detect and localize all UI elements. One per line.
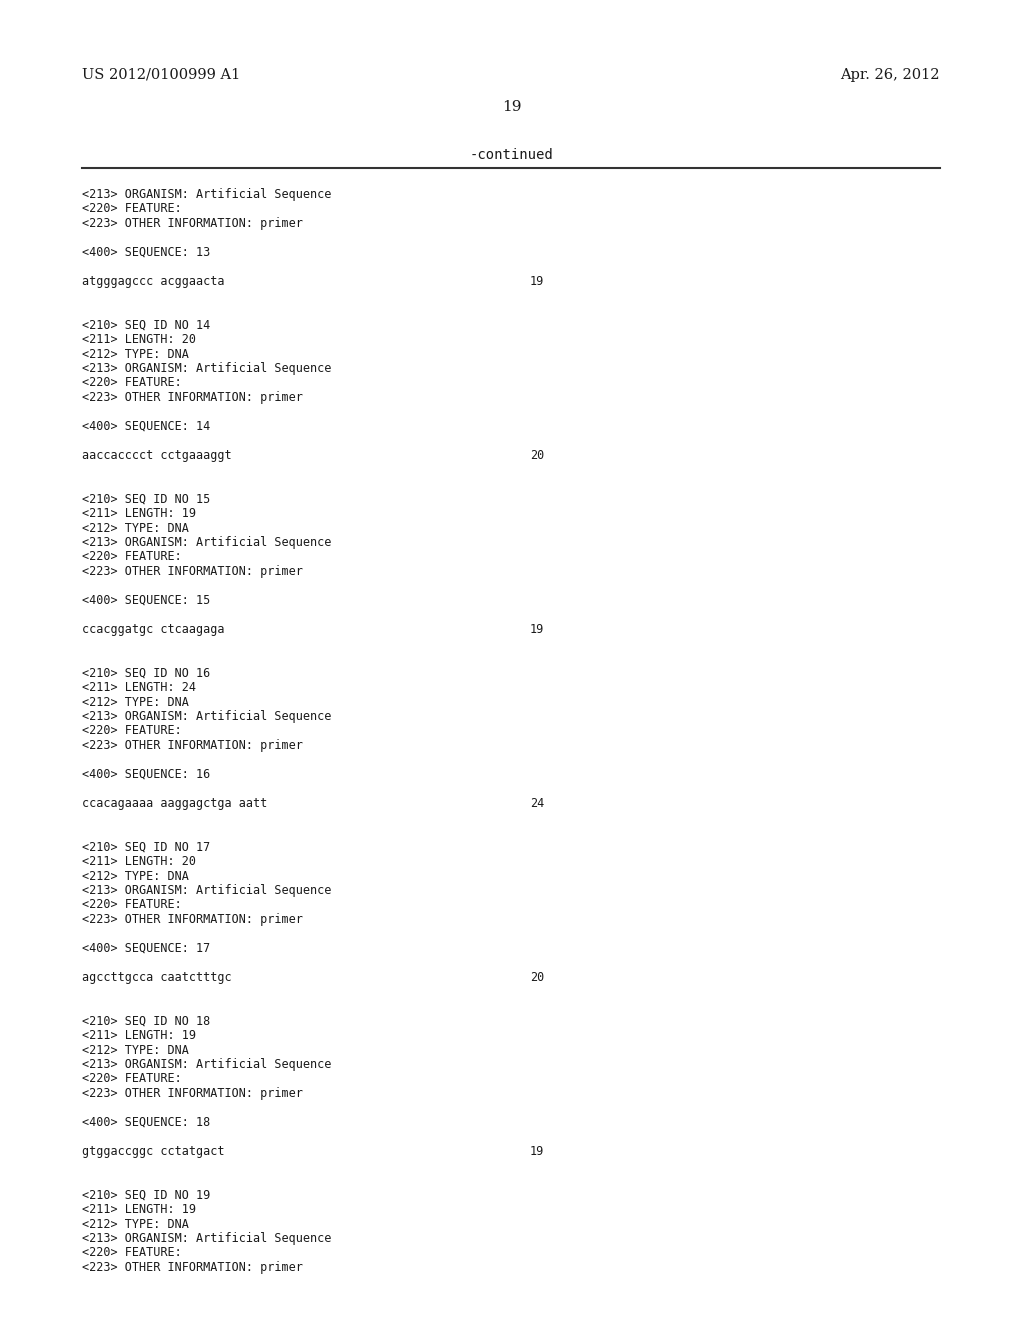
Text: <212> TYPE: DNA: <212> TYPE: DNA [82, 521, 188, 535]
Text: <210> SEQ ID NO 15: <210> SEQ ID NO 15 [82, 492, 210, 506]
Text: <211> LENGTH: 24: <211> LENGTH: 24 [82, 681, 196, 694]
Text: <223> OTHER INFORMATION: primer: <223> OTHER INFORMATION: primer [82, 216, 303, 230]
Text: atgggagccc acggaacta: atgggagccc acggaacta [82, 275, 224, 288]
Text: <211> LENGTH: 19: <211> LENGTH: 19 [82, 1030, 196, 1041]
Text: <211> LENGTH: 20: <211> LENGTH: 20 [82, 333, 196, 346]
Text: US 2012/0100999 A1: US 2012/0100999 A1 [82, 69, 241, 82]
Text: <213> ORGANISM: Artificial Sequence: <213> ORGANISM: Artificial Sequence [82, 1059, 332, 1071]
Text: <400> SEQUENCE: 14: <400> SEQUENCE: 14 [82, 420, 210, 433]
Text: aaccacccct cctgaaaggt: aaccacccct cctgaaaggt [82, 449, 231, 462]
Text: 19: 19 [530, 623, 544, 636]
Text: <220> FEATURE:: <220> FEATURE: [82, 725, 181, 738]
Text: <212> TYPE: DNA: <212> TYPE: DNA [82, 1217, 188, 1230]
Text: <210> SEQ ID NO 16: <210> SEQ ID NO 16 [82, 667, 210, 680]
Text: <223> OTHER INFORMATION: primer: <223> OTHER INFORMATION: primer [82, 739, 303, 752]
Text: <223> OTHER INFORMATION: primer: <223> OTHER INFORMATION: primer [82, 1261, 303, 1274]
Text: <212> TYPE: DNA: <212> TYPE: DNA [82, 870, 188, 883]
Text: <213> ORGANISM: Artificial Sequence: <213> ORGANISM: Artificial Sequence [82, 536, 332, 549]
Text: <223> OTHER INFORMATION: primer: <223> OTHER INFORMATION: primer [82, 913, 303, 927]
Text: Apr. 26, 2012: Apr. 26, 2012 [841, 69, 940, 82]
Text: <211> LENGTH: 19: <211> LENGTH: 19 [82, 507, 196, 520]
Text: 19: 19 [502, 100, 522, 114]
Text: <212> TYPE: DNA: <212> TYPE: DNA [82, 696, 188, 709]
Text: <223> OTHER INFORMATION: primer: <223> OTHER INFORMATION: primer [82, 1086, 303, 1100]
Text: gtggaccggc cctatgact: gtggaccggc cctatgact [82, 1144, 224, 1158]
Text: <223> OTHER INFORMATION: primer: <223> OTHER INFORMATION: primer [82, 391, 303, 404]
Text: <220> FEATURE:: <220> FEATURE: [82, 376, 181, 389]
Text: <213> ORGANISM: Artificial Sequence: <213> ORGANISM: Artificial Sequence [82, 187, 332, 201]
Text: <400> SEQUENCE: 16: <400> SEQUENCE: 16 [82, 768, 210, 781]
Text: <220> FEATURE:: <220> FEATURE: [82, 1246, 181, 1259]
Text: agccttgcca caatctttgc: agccttgcca caatctttgc [82, 972, 231, 983]
Text: <213> ORGANISM: Artificial Sequence: <213> ORGANISM: Artificial Sequence [82, 884, 332, 898]
Text: <400> SEQUENCE: 13: <400> SEQUENCE: 13 [82, 246, 210, 259]
Text: <220> FEATURE:: <220> FEATURE: [82, 899, 181, 912]
Text: <220> FEATURE:: <220> FEATURE: [82, 202, 181, 215]
Text: <213> ORGANISM: Artificial Sequence: <213> ORGANISM: Artificial Sequence [82, 710, 332, 723]
Text: 20: 20 [530, 449, 544, 462]
Text: 19: 19 [530, 275, 544, 288]
Text: <212> TYPE: DNA: <212> TYPE: DNA [82, 347, 188, 360]
Text: <211> LENGTH: 19: <211> LENGTH: 19 [82, 1203, 196, 1216]
Text: 24: 24 [530, 797, 544, 810]
Text: 20: 20 [530, 972, 544, 983]
Text: <220> FEATURE:: <220> FEATURE: [82, 1072, 181, 1085]
Text: <400> SEQUENCE: 18: <400> SEQUENCE: 18 [82, 1115, 210, 1129]
Text: <212> TYPE: DNA: <212> TYPE: DNA [82, 1044, 188, 1056]
Text: <400> SEQUENCE: 15: <400> SEQUENCE: 15 [82, 594, 210, 607]
Text: <210> SEQ ID NO 17: <210> SEQ ID NO 17 [82, 841, 210, 854]
Text: -continued: -continued [470, 148, 554, 162]
Text: <210> SEQ ID NO 18: <210> SEQ ID NO 18 [82, 1015, 210, 1027]
Text: 19: 19 [530, 1144, 544, 1158]
Text: <211> LENGTH: 20: <211> LENGTH: 20 [82, 855, 196, 869]
Text: <223> OTHER INFORMATION: primer: <223> OTHER INFORMATION: primer [82, 565, 303, 578]
Text: <213> ORGANISM: Artificial Sequence: <213> ORGANISM: Artificial Sequence [82, 362, 332, 375]
Text: ccacggatgc ctcaagaga: ccacggatgc ctcaagaga [82, 623, 224, 636]
Text: <220> FEATURE:: <220> FEATURE: [82, 550, 181, 564]
Text: <210> SEQ ID NO 14: <210> SEQ ID NO 14 [82, 318, 210, 331]
Text: <213> ORGANISM: Artificial Sequence: <213> ORGANISM: Artificial Sequence [82, 1232, 332, 1245]
Text: ccacagaaaa aaggagctga aatt: ccacagaaaa aaggagctga aatt [82, 797, 267, 810]
Text: <210> SEQ ID NO 19: <210> SEQ ID NO 19 [82, 1188, 210, 1201]
Text: <400> SEQUENCE: 17: <400> SEQUENCE: 17 [82, 942, 210, 954]
